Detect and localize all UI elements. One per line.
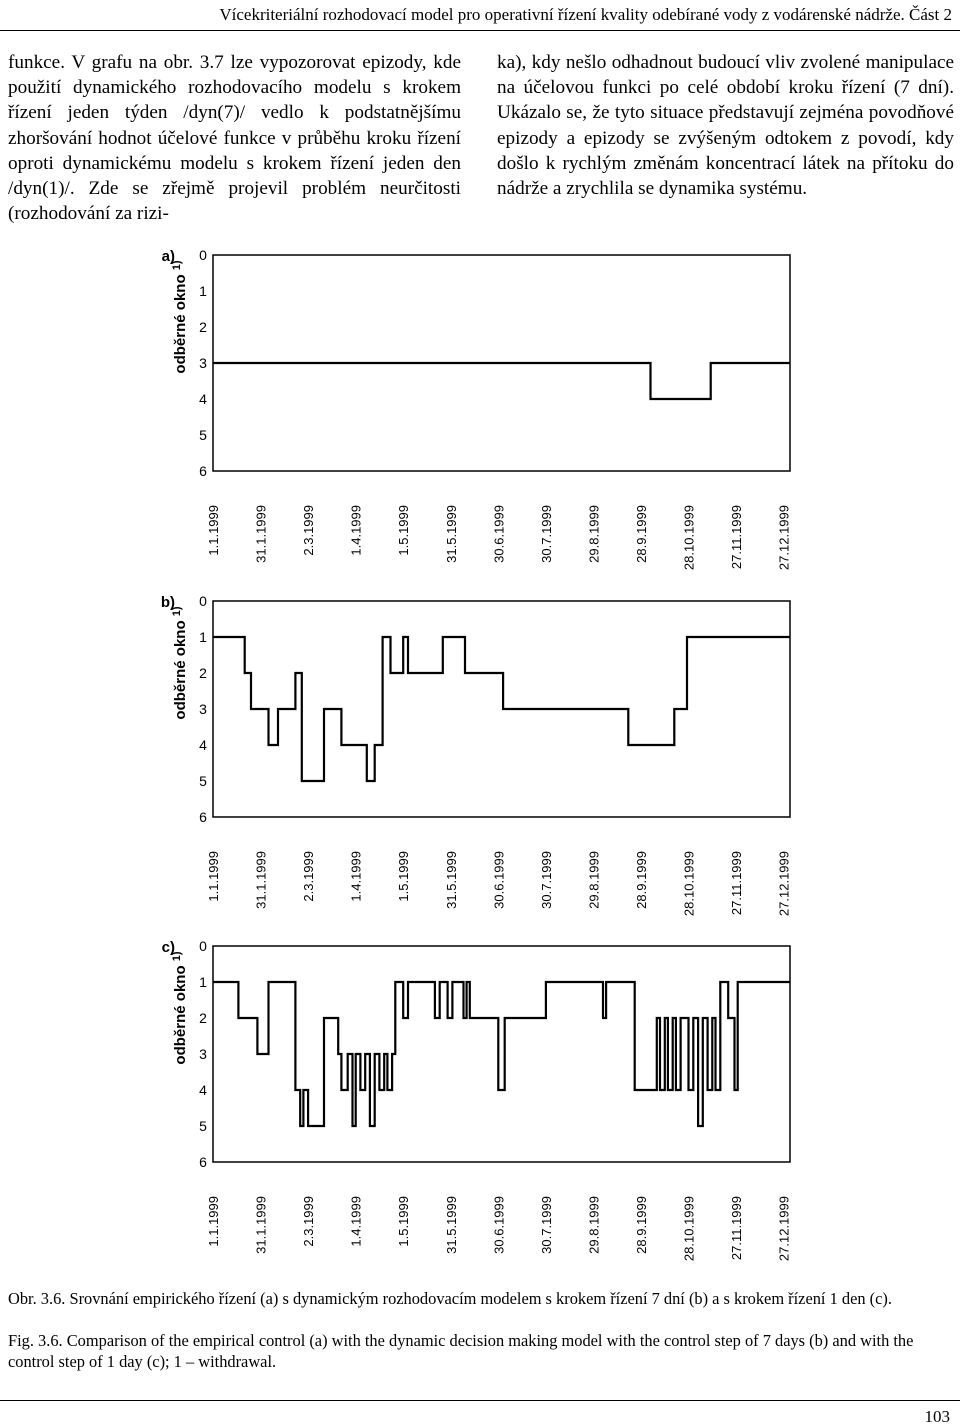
y-axis-label: odběrné okno 1) bbox=[171, 951, 189, 1064]
y-tick-label: 2 bbox=[199, 1010, 207, 1026]
x-tick-label: 31.5.1999 bbox=[444, 505, 459, 563]
x-tick-label: 27.12.1999 bbox=[777, 851, 792, 916]
x-tick-label: 31.1.1999 bbox=[254, 1196, 269, 1254]
x-tick-label: 2.3.1999 bbox=[301, 1196, 316, 1247]
x-tick-label: 31.1.1999 bbox=[254, 505, 269, 563]
x-tick-label: 27.11.1999 bbox=[729, 851, 744, 915]
y-tick-label: 4 bbox=[199, 391, 207, 407]
x-tick-label: 1.1.1999 bbox=[206, 1196, 221, 1247]
x-tick-label: 27.11.1999 bbox=[729, 1196, 744, 1260]
chart-panel-a: a)odběrné okno 1) 0 1 2 3 4 5 6 1.1.1999 31.1.199… bbox=[162, 247, 792, 570]
x-tick-label: 28.10.1999 bbox=[682, 1196, 697, 1261]
x-tick-label: 1.4.1999 bbox=[349, 851, 364, 902]
x-tick-label: 27.11.1999 bbox=[729, 505, 744, 569]
running-title: Vícekriteriální rozhodovací model pro op… bbox=[219, 5, 952, 24]
plot-frame bbox=[212, 600, 791, 818]
x-tick-label: 28.9.1999 bbox=[634, 851, 649, 909]
x-tick-label: 31.5.1999 bbox=[444, 851, 459, 909]
x-tick-label: 1.4.1999 bbox=[349, 1196, 364, 1247]
y-tick-label: 1 bbox=[199, 629, 207, 645]
series-line bbox=[213, 635, 790, 783]
x-tick-label: 30.6.1999 bbox=[491, 1196, 506, 1254]
x-tick-label: 29.8.1999 bbox=[586, 1196, 601, 1254]
body-text-right-column: ka), kdy nešlo odhadnout budoucí vliv zv… bbox=[497, 50, 954, 201]
figure-caption-english: Fig. 3.6. Comparison of the empirical co… bbox=[8, 1331, 914, 1371]
series-line bbox=[213, 980, 790, 1128]
x-tick-label: 27.12.1999 bbox=[777, 1196, 792, 1261]
x-tick-label: 1.5.1999 bbox=[396, 505, 411, 556]
page-number: 103 bbox=[924, 1407, 951, 1426]
y-tick-label: 5 bbox=[199, 1118, 207, 1134]
x-tick-label: 28.9.1999 bbox=[634, 505, 649, 563]
x-tick-label: 1.1.1999 bbox=[206, 851, 221, 902]
x-tick-label: 1.1.1999 bbox=[206, 505, 221, 556]
figure-caption-czech: Obr. 3.6. Srovnání empirického řízení (a… bbox=[8, 1289, 892, 1308]
panel-label: b) bbox=[161, 594, 175, 611]
x-tick-label: 31.1.1999 bbox=[254, 851, 269, 909]
body-paragraph-right: ka), kdy nešlo odhadnout budoucí vliv zv… bbox=[497, 52, 954, 200]
running-header: Vícekriteriální rozhodovací model pro op… bbox=[0, 0, 960, 31]
y-tick-label: 4 bbox=[199, 1082, 207, 1098]
x-tick-label: 29.8.1999 bbox=[586, 851, 601, 909]
x-tick-label: 30.7.1999 bbox=[539, 505, 554, 563]
y-axis-label: odběrné okno 1) bbox=[171, 260, 189, 373]
panel-label: c) bbox=[162, 939, 175, 956]
x-tick-label: 31.5.1999 bbox=[444, 1196, 459, 1254]
x-tick-label: 30.6.1999 bbox=[491, 851, 506, 909]
x-tick-label: 30.7.1999 bbox=[539, 1196, 554, 1254]
chart-panel-c: c)odběrné okno 1) 0 1 2 3 4 5 6 1.1.1999 31.1.199… bbox=[162, 938, 792, 1261]
y-tick-label: 6 bbox=[199, 1154, 207, 1170]
y-tick-label: 6 bbox=[199, 809, 207, 825]
y-tick-label: 0 bbox=[199, 938, 207, 954]
x-tick-label: 2.3.1999 bbox=[301, 851, 316, 902]
y-tick-label: 2 bbox=[199, 665, 207, 681]
x-tick-label: 30.7.1999 bbox=[539, 851, 554, 909]
y-axis-label: odběrné okno 1) bbox=[171, 606, 189, 719]
y-tick-label: 2 bbox=[199, 319, 207, 335]
y-tick-label: 3 bbox=[199, 1046, 207, 1062]
x-tick-label: 2.3.1999 bbox=[301, 505, 316, 556]
body-text-left-column: funkce. V grafu na obr. 3.7 lze vypozoro… bbox=[8, 50, 461, 226]
chart-panel-b: b)odběrné okno 1) 0 1 2 3 4 5 6 1.1.1999 31.1.199… bbox=[161, 593, 792, 916]
x-tick-label: 28.9.1999 bbox=[634, 1196, 649, 1254]
y-tick-label: 4 bbox=[199, 737, 207, 753]
plot-frame bbox=[212, 945, 791, 1163]
x-tick-label: 1.5.1999 bbox=[396, 851, 411, 902]
x-tick-label: 27.12.1999 bbox=[777, 505, 792, 570]
y-tick-label: 6 bbox=[199, 463, 207, 479]
y-tick-label: 3 bbox=[199, 355, 207, 371]
series-line bbox=[213, 361, 790, 401]
y-tick-label: 0 bbox=[199, 593, 207, 609]
y-tick-label: 1 bbox=[199, 283, 207, 299]
x-tick-label: 30.6.1999 bbox=[491, 505, 506, 563]
x-tick-label: 28.10.1999 bbox=[682, 851, 697, 916]
x-tick-label: 1.4.1999 bbox=[349, 505, 364, 556]
y-tick-label: 0 bbox=[199, 247, 207, 263]
x-tick-label: 28.10.1999 bbox=[682, 505, 697, 570]
y-tick-label: 3 bbox=[199, 701, 207, 717]
y-tick-label: 1 bbox=[199, 974, 207, 990]
page-footer: 103 bbox=[0, 1400, 960, 1428]
y-tick-label: 5 bbox=[199, 773, 207, 789]
x-tick-label: 29.8.1999 bbox=[586, 505, 601, 563]
panel-label: a) bbox=[162, 248, 175, 265]
y-tick-label: 5 bbox=[199, 427, 207, 443]
x-tick-label: 1.5.1999 bbox=[396, 1196, 411, 1247]
body-paragraph-left: funkce. V grafu na obr. 3.7 lze vypozoro… bbox=[8, 52, 461, 225]
